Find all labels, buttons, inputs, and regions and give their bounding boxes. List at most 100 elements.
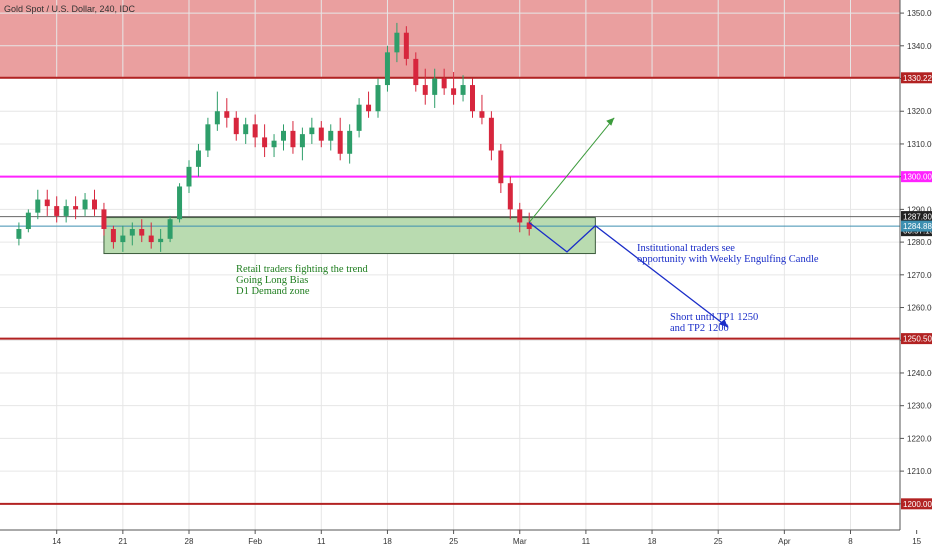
candle-body xyxy=(63,206,69,216)
candle-body xyxy=(54,206,60,216)
candle-body xyxy=(271,140,277,148)
candle-body xyxy=(290,130,296,148)
projection-up-line xyxy=(528,117,615,223)
price-tick-label: 1350.00 xyxy=(907,9,932,18)
time-tick-label: 8 xyxy=(848,537,853,546)
candle-body xyxy=(356,104,362,131)
price-label-box xyxy=(901,220,932,232)
candle-body xyxy=(186,166,192,187)
time-tick-label: 11 xyxy=(317,537,326,546)
candle-body xyxy=(110,229,116,243)
candle-body xyxy=(460,85,466,95)
candle-body xyxy=(488,117,494,151)
candle-body xyxy=(158,238,164,243)
time-tick-label: 28 xyxy=(185,537,194,546)
candle-body xyxy=(262,137,268,148)
candle-body xyxy=(526,222,532,230)
time-tick-label: 25 xyxy=(449,537,458,546)
time-tick-label: Apr xyxy=(778,537,791,546)
candle-body xyxy=(44,199,50,207)
time-tick-label: 18 xyxy=(648,537,657,546)
price-label-box xyxy=(901,333,932,345)
candle-body xyxy=(82,199,88,210)
candle-body xyxy=(394,32,400,53)
candle-body xyxy=(129,229,135,236)
candle-body xyxy=(413,58,419,86)
price-tick-label: 1310.00 xyxy=(907,140,932,149)
candle-body xyxy=(403,32,409,59)
candle-body xyxy=(318,127,324,141)
candle-body xyxy=(25,212,31,230)
price-label-box xyxy=(901,211,932,223)
candle-body xyxy=(252,124,258,138)
candle-body xyxy=(214,111,220,125)
projection-up-arrowhead xyxy=(606,117,615,126)
chart-title: Gold Spot / U.S. Dollar, 240, IDC xyxy=(4,4,136,14)
price-tick-label: 1260.00 xyxy=(907,304,932,313)
price-axis-panel xyxy=(900,0,932,550)
time-tick-label: 25 xyxy=(714,537,723,546)
demand-zone xyxy=(103,217,596,255)
candle-body xyxy=(507,183,513,210)
price-tick-label: 1270.00 xyxy=(907,271,932,280)
time-tick-label: 18 xyxy=(383,537,392,546)
price-tick-label: 1340.00 xyxy=(907,42,932,51)
candle-body xyxy=(233,117,239,135)
price-tick-label: 1240.00 xyxy=(907,369,932,378)
candle-body xyxy=(498,150,504,184)
candle-body xyxy=(120,235,126,243)
price-label-text: 1284.88 xyxy=(903,222,932,231)
candle-body xyxy=(16,229,22,239)
candle-body xyxy=(139,229,145,236)
candle-body xyxy=(195,150,201,167)
candle-body xyxy=(366,104,372,112)
price-tick-label: 1320.00 xyxy=(907,107,932,116)
annotation-text: Institutional traders see xyxy=(637,243,735,254)
candle-body xyxy=(243,124,249,135)
candle-body xyxy=(148,235,154,243)
time-tick-label: 14 xyxy=(52,537,61,546)
annotation-text: Going Long Bias xyxy=(236,275,308,286)
candle-body xyxy=(441,78,447,89)
price-label-text: 1330.22 xyxy=(903,74,932,83)
price-label-text: 1200.00 xyxy=(903,500,932,509)
candle-body xyxy=(517,209,523,223)
price-tick-label: 1290.00 xyxy=(907,205,932,214)
candle-body xyxy=(375,85,381,112)
candle-body xyxy=(432,78,438,95)
candle-body xyxy=(309,127,315,135)
candle-body xyxy=(470,85,475,112)
candle-body xyxy=(451,88,457,95)
projection-down-arrowhead xyxy=(718,319,728,328)
candle-body xyxy=(101,209,107,230)
annotation-text: opportunity with Weekly Engulfing Candle xyxy=(637,254,819,265)
candle-body xyxy=(281,130,286,141)
price-label-text: 1287.80 xyxy=(903,213,932,222)
annotation-text: D1 Demand zone xyxy=(236,286,310,297)
candle-body xyxy=(347,130,353,154)
price-label-text: 1250.50 xyxy=(903,335,932,344)
candle-body xyxy=(328,130,334,141)
candle-body xyxy=(177,186,183,220)
time-tick-label: 11 xyxy=(582,537,591,546)
candle-body xyxy=(299,134,305,148)
annotation-text: and TP2 1200 xyxy=(670,323,729,334)
price-label-box xyxy=(901,498,932,510)
price-tick-label: 1210.00 xyxy=(907,467,932,476)
price-label-text: 1300.00 xyxy=(903,173,932,182)
time-axis-panel xyxy=(0,530,932,550)
candle-body xyxy=(384,52,390,86)
candle-body xyxy=(205,124,211,151)
candle-body xyxy=(35,199,41,213)
price-tick-label: 1280.00 xyxy=(907,238,932,247)
candle-body xyxy=(167,219,173,239)
price-tick-label: 1220.00 xyxy=(907,434,932,443)
candle-body xyxy=(337,130,343,154)
candle-body xyxy=(224,111,230,118)
projection-down-path xyxy=(528,221,729,328)
annotation-text: Short until TP1 1250 xyxy=(670,312,758,323)
candle-body xyxy=(92,199,97,210)
time-tick-label: 15 xyxy=(912,537,921,546)
